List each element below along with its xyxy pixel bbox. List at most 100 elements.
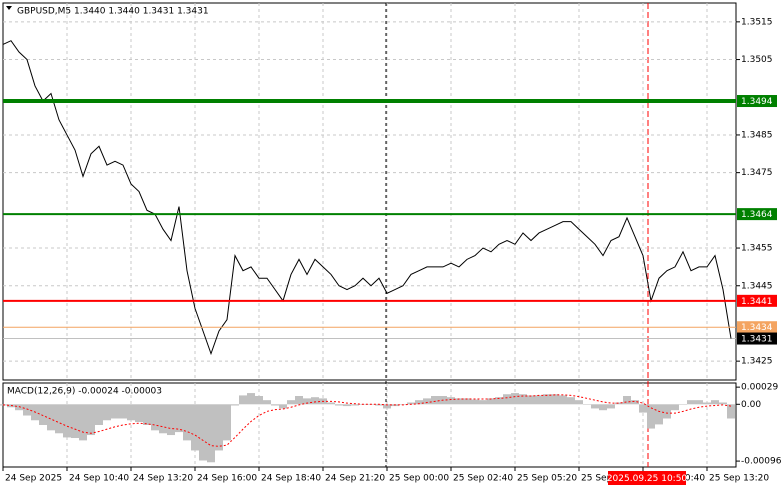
y-tick-label: 1.3425 <box>741 357 773 367</box>
x-tick-label: 25 Sep 05:20 <box>517 474 577 484</box>
level-label: 1.3441 <box>741 297 773 307</box>
histogram-bar <box>271 404 279 406</box>
histogram-bar <box>111 404 119 419</box>
signal-line <box>2 394 732 447</box>
level-label-bg <box>737 332 777 345</box>
x-tick-label: 24 Sep 10:40 <box>69 474 129 484</box>
level-label: 1.3431 <box>741 335 773 345</box>
histogram-bar <box>95 404 103 425</box>
histogram-bar <box>615 402 623 405</box>
histogram-bar <box>687 400 695 405</box>
histogram-bar <box>79 404 87 441</box>
histogram-bar <box>503 394 511 405</box>
grid-layer <box>2 2 737 468</box>
histogram-bar <box>511 393 519 405</box>
histogram-bar <box>647 404 655 429</box>
histogram-bar <box>175 404 183 433</box>
histogram-bar <box>375 404 383 406</box>
histogram-bar <box>303 398 311 405</box>
histogram-bar <box>535 395 543 405</box>
histogram-bar <box>719 402 727 405</box>
histogram-bar <box>463 398 471 405</box>
histogram-bar <box>239 395 247 405</box>
histogram-bar <box>695 400 703 405</box>
histogram-bar <box>655 404 663 425</box>
histogram-bar <box>343 404 351 407</box>
histogram-bar <box>519 394 527 405</box>
panel-title: GBPUSD,M5 1.3440 1.3440 1.3431 1.3431 <box>17 7 209 17</box>
histogram-bar <box>55 404 63 434</box>
histogram-bar <box>455 398 463 405</box>
histogram-bar <box>527 395 535 405</box>
level-label: 1.3434 <box>741 323 773 333</box>
histogram-bar <box>479 400 487 405</box>
histogram-bar <box>231 404 239 406</box>
histogram-bar <box>567 397 575 405</box>
histogram-bar <box>543 394 551 405</box>
x-tick-label: 25 Sep 00:00 <box>389 474 449 484</box>
histogram-bar <box>423 398 431 405</box>
y-tick-label: 1.3485 <box>741 130 773 140</box>
x-tick-label: 25 Sep 02:40 <box>453 474 513 484</box>
histogram-bar <box>599 404 607 411</box>
histogram-bar <box>287 400 295 405</box>
x-tick-label: 24 Sep 2025 <box>5 474 62 484</box>
histogram-bar <box>279 404 287 409</box>
histogram-bar <box>495 397 503 405</box>
histogram-bar <box>215 404 223 451</box>
time-marker-label: 2025.09.25 10:50 <box>607 474 688 484</box>
histogram-bar <box>207 404 215 463</box>
y-tick-label: -0.00096 <box>741 457 781 467</box>
histogram-bar <box>639 404 647 413</box>
y-tick-label: 1.3475 <box>741 168 773 178</box>
histogram-bar <box>167 404 175 436</box>
histogram-bar <box>127 404 135 421</box>
x-tick-label: 24 Sep 16:00 <box>197 474 257 484</box>
histogram-bar <box>671 404 679 411</box>
x-tick-label: 25 Sep 13:20 <box>709 474 769 484</box>
time-marker-bg <box>608 471 686 485</box>
histogram-bar <box>623 396 631 405</box>
histogram-bar <box>311 397 319 405</box>
x-tick-label: 24 Sep 18:40 <box>261 474 321 484</box>
histogram-bar <box>335 404 343 406</box>
histogram-bar <box>711 400 719 405</box>
histogram-bar <box>159 404 167 434</box>
histogram-bar <box>727 404 735 419</box>
histogram-bar <box>679 404 687 405</box>
histogram-bar <box>23 404 31 416</box>
histogram-bar <box>575 400 583 405</box>
histogram-bar <box>199 404 207 461</box>
y-tick-label: 1.3515 <box>741 17 773 27</box>
x-tick-label: 24 Sep 21:20 <box>325 474 385 484</box>
histogram-bar <box>247 393 255 405</box>
price-line <box>2 40 732 356</box>
histogram-bar <box>663 404 671 419</box>
histogram-bar <box>15 404 23 411</box>
axis-layer: 24 Sep 2025 24 Sep 10:40 24 Sep 13:20 24 Se… <box>2 6 781 485</box>
histogram-bar <box>407 402 415 405</box>
histogram-bar <box>559 395 567 405</box>
histogram-bar <box>71 404 79 439</box>
histogram-bar <box>607 404 615 409</box>
level-label-bg <box>737 294 777 307</box>
y-tick-label: 1.3445 <box>741 281 773 291</box>
title-marker <box>6 6 12 10</box>
histogram-bar <box>223 404 231 441</box>
histogram-bar <box>63 404 71 438</box>
histogram-bar <box>327 402 335 405</box>
histogram-bar <box>415 400 423 405</box>
histogram-bar <box>103 404 111 421</box>
histogram-bar <box>431 396 439 405</box>
histogram-bar <box>447 397 455 405</box>
histogram-bar <box>191 404 199 451</box>
histogram-bar <box>487 398 495 405</box>
histogram-bar <box>39 404 47 425</box>
histogram-bar <box>47 404 55 431</box>
histogram-bar <box>383 404 391 409</box>
level-label-bg <box>737 321 777 334</box>
panel-title: MACD(12,26,9) -0.00024 -0.00003 <box>7 387 162 397</box>
level-label: 1.3464 <box>741 210 773 220</box>
histogram-bar <box>583 404 591 405</box>
